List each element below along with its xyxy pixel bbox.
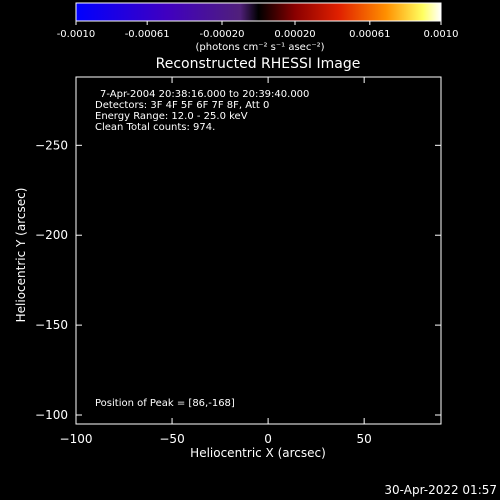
colorbar-ticks: -0.0010 -0.00061 -0.00020 0.00020 0.00061 0.0… xyxy=(57,21,459,40)
annotation-energy-range: Energy Range: 12.0 - 25.0 keV xyxy=(95,111,248,122)
x-axis-label: Heliocentric X (arcsec) xyxy=(190,446,326,460)
y-axis-label: Heliocentric Y (arcsec) xyxy=(14,188,28,323)
axis-ticks: −100 −50 0 50 −100 −150 −200 −250 xyxy=(35,77,441,446)
colorbar xyxy=(75,2,442,22)
colorbar-tick-label: 0.00020 xyxy=(274,29,315,40)
y-tick-label: −200 xyxy=(35,228,68,242)
colorbar-tick-label: 0.0010 xyxy=(424,29,459,40)
colorbar-tick-label: -0.0010 xyxy=(57,29,96,40)
peak-position-label: Position of Peak = [86,-168] xyxy=(95,398,235,409)
plot-frame xyxy=(75,76,442,425)
chart-title: Reconstructed RHESSI Image xyxy=(156,56,361,72)
colorbar-unit-label: (photons cm⁻² s⁻¹ asec⁻²) xyxy=(195,42,324,53)
x-tick-label: −100 xyxy=(60,432,93,446)
y-tick-label: −150 xyxy=(35,318,68,332)
y-tick-label: −100 xyxy=(35,408,68,422)
colorbar-tick-label: -0.00020 xyxy=(200,29,245,40)
annotation-time-range: 7-Apr-2004 20:38:16.000 to 20:39:40.000 xyxy=(100,89,309,100)
annotation-clean: Clean Total counts: 974. xyxy=(95,122,215,133)
y-tick-label: −250 xyxy=(35,138,68,152)
x-tick-label: 0 xyxy=(264,432,272,446)
colorbar-tick-label: 0.00061 xyxy=(349,29,390,40)
x-tick-label: 50 xyxy=(357,432,372,446)
x-tick-label: −50 xyxy=(159,432,184,446)
annotation-detectors: Detectors: 3F 4F 5F 6F 7F 8F, Att 0 xyxy=(95,100,269,111)
colorbar-tick-label: -0.00061 xyxy=(125,29,170,40)
timestamp: 30-Apr-2022 01:57 xyxy=(384,483,497,497)
